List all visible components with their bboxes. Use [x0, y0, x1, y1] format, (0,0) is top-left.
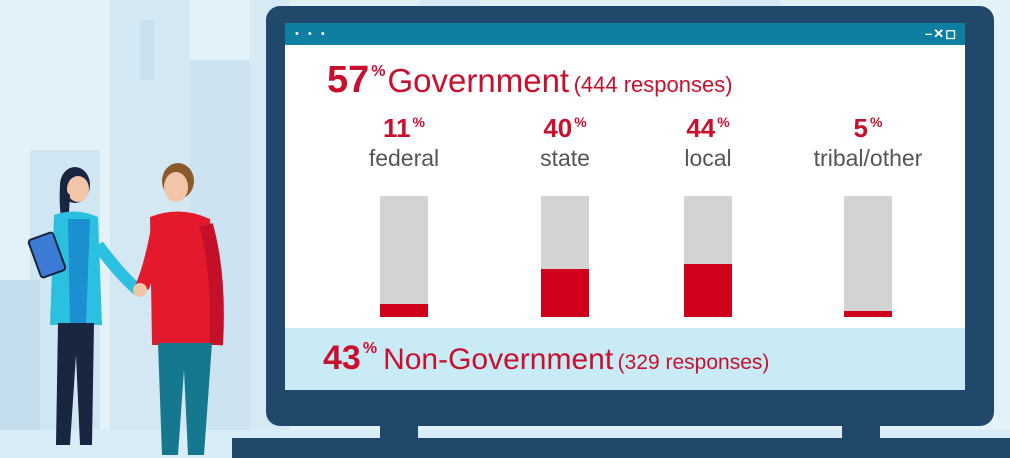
- government-responses: (444 responses): [573, 72, 733, 97]
- window-dots-icon: • • •: [295, 28, 328, 40]
- non-government-label: Non-Government: [383, 343, 614, 376]
- category-name: local: [684, 145, 732, 171]
- data-label-percent-symbol: %: [870, 114, 883, 130]
- monitor-stand-left: [380, 426, 418, 440]
- non-government-percent-symbol: %: [362, 340, 378, 357]
- chart-title: 57 %Government (444 responses): [327, 61, 733, 99]
- category-label-1: 40% state: [485, 115, 645, 170]
- non-government-responses: (329 responses): [617, 351, 770, 374]
- data-label: 5%: [788, 115, 948, 141]
- window-titlebar: • • • –✕◻: [285, 23, 965, 45]
- people-handshake-illustration: [27, 163, 224, 455]
- bar-track: [380, 196, 428, 317]
- monitor-base: [232, 438, 1010, 458]
- bar: [844, 311, 892, 317]
- data-label-percent-symbol: %: [717, 114, 730, 130]
- bar: [541, 269, 589, 317]
- data-label: 44%: [628, 115, 788, 141]
- bar: [380, 304, 428, 317]
- category-name: federal: [368, 145, 440, 171]
- government-label: Government: [387, 62, 570, 99]
- data-label: 11%: [324, 115, 484, 141]
- category-label-3: 5% tribal/other: [788, 115, 948, 170]
- data-label-value: 11: [383, 113, 411, 143]
- category-label-0: 11% federal: [324, 115, 484, 170]
- bar-track: [684, 196, 732, 317]
- government-percent: 57: [327, 59, 370, 101]
- government-percent-symbol: %: [371, 63, 386, 80]
- window-controls-icon[interactable]: –✕◻: [925, 26, 957, 41]
- data-label-value: 5: [853, 113, 868, 143]
- bar: [684, 264, 732, 317]
- non-government-band: 43% Non-Government (329 responses): [285, 328, 965, 390]
- category-name: state: [540, 145, 590, 171]
- data-label-value: 40: [543, 113, 573, 143]
- non-government-summary: 43% Non-Government (329 responses): [323, 339, 770, 377]
- bar-track: [844, 196, 892, 317]
- category-name: tribal/other: [813, 145, 923, 171]
- data-label: 40%: [485, 115, 645, 141]
- data-label-value: 44: [686, 113, 716, 143]
- category-label-2: 44% local: [628, 115, 788, 170]
- bar-track: [541, 196, 589, 317]
- monitor-stand-right: [842, 426, 880, 440]
- data-label-percent-symbol: %: [574, 114, 587, 130]
- non-government-percent: 43: [323, 339, 361, 377]
- data-label-percent-symbol: %: [412, 114, 425, 130]
- monitor-screen: • • • –✕◻ 57 %Government (444 responses) …: [285, 23, 965, 390]
